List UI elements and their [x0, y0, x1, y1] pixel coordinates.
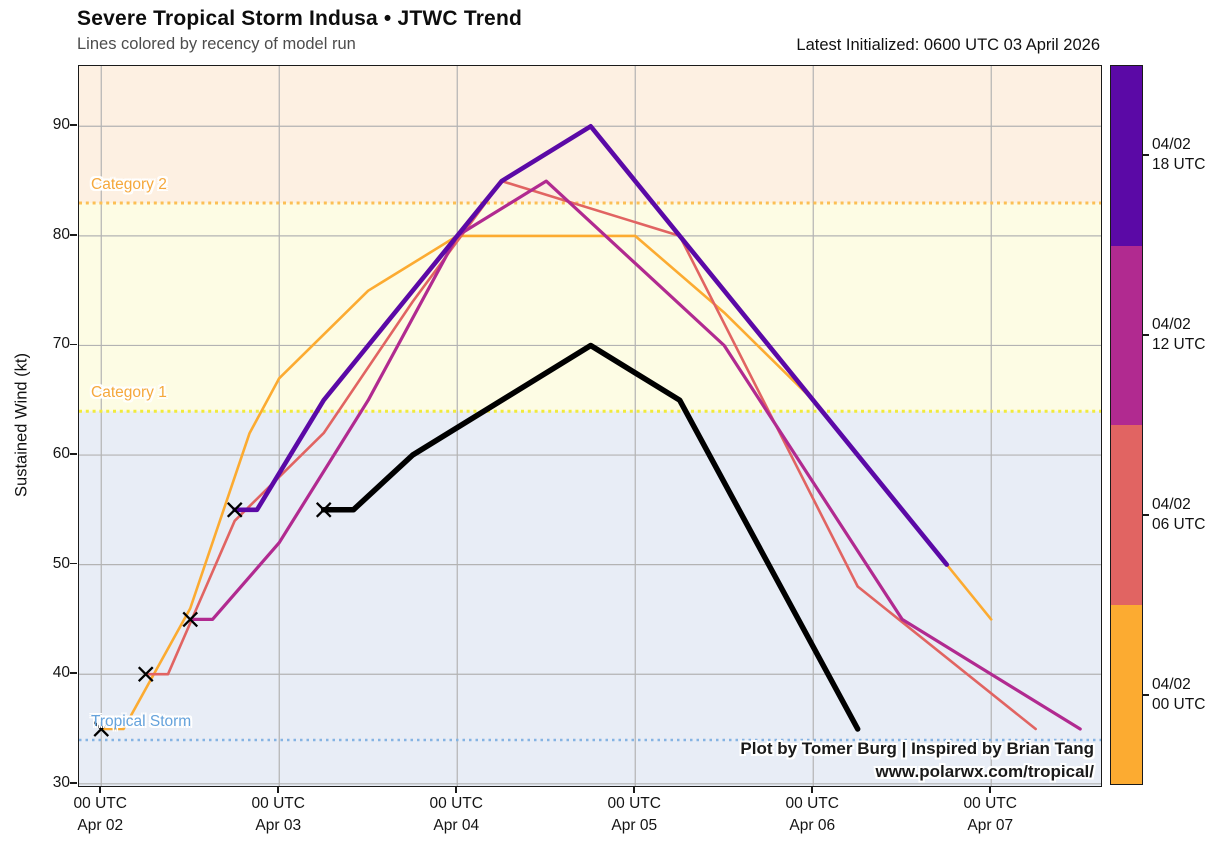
colorbar-tickmark	[1143, 694, 1149, 696]
colorbar-label-18-utc: 04/02 18 UTC	[1152, 135, 1206, 173]
colorbar-label-06-utc: 04/02 06 UTC	[1152, 495, 1206, 533]
y-axis-label: Sustained Wind (kt)	[12, 353, 31, 497]
y-tick-30: 30	[52, 773, 70, 791]
y-tick-70: 70	[52, 335, 70, 353]
x-tickmark	[633, 786, 636, 793]
chart-svg	[79, 66, 1101, 786]
colorbar-segment-18-utc	[1111, 66, 1142, 246]
x-tick-apr-03: 00 UTC Apr 03	[251, 795, 305, 835]
band-below-hurricane	[79, 411, 1101, 786]
band-category-2-plus	[79, 66, 1101, 203]
series-line	[320, 342, 861, 732]
y-tickmark	[70, 672, 77, 674]
latest-initialized-text: Latest Initialized: 0600 UTC 03 April 20…	[796, 36, 1100, 54]
y-tickmark	[70, 124, 77, 127]
attribution: Plot by Tomer Burg | Inspired by Brian T…	[740, 738, 1094, 783]
series-line	[232, 123, 950, 567]
threshold-label-category-2: Category 2	[91, 175, 167, 193]
y-tick-40: 40	[52, 664, 70, 682]
band-category-1	[79, 202, 1101, 412]
colorbar-tickmark	[1143, 154, 1149, 156]
threshold-label-category-1: Category 1	[91, 384, 167, 402]
series-line	[144, 179, 1038, 731]
y-tick-50: 50	[52, 554, 70, 572]
threshold-label-tropical-storm: Tropical Storm	[91, 712, 192, 730]
x-tick-apr-06: 00 UTC Apr 06	[785, 795, 839, 835]
init-x-marker	[137, 666, 154, 683]
plot-area: Category 2 Category 1 Tropical Storm Plot …	[78, 65, 1102, 787]
init-x-marker	[226, 502, 243, 518]
y-tickmark	[70, 234, 77, 236]
page-title: Severe Tropical Storm Indusa • JTWC Tren…	[77, 7, 522, 30]
colorbar-label-12-utc: 04/02 12 UTC	[1152, 315, 1206, 353]
y-tickmark	[70, 782, 77, 784]
x-tickmark	[811, 786, 814, 793]
x-tick-apr-02: 00 UTC Apr 02	[73, 795, 127, 835]
x-tickmark	[455, 786, 458, 793]
y-tickmark	[70, 562, 77, 565]
x-tick-apr-05: 00 UTC Apr 05	[607, 795, 661, 835]
colorbar-segment-06-utc	[1111, 425, 1142, 605]
x-tickmark	[99, 786, 102, 793]
colorbar-label-00-utc: 04/02 00 UTC	[1152, 675, 1206, 713]
colorbar-tickmark	[1143, 334, 1149, 336]
y-tick-80: 80	[52, 225, 70, 243]
y-tickmark	[70, 453, 77, 455]
y-tickmark	[70, 343, 77, 346]
model-run-colorbar	[1110, 65, 1143, 785]
init-x-marker	[182, 611, 199, 628]
colorbar-tickmark	[1143, 514, 1149, 516]
init-x-marker	[93, 721, 110, 737]
attribution-line1: Plot by Tomer Burg | Inspired by Brian T…	[740, 739, 1094, 759]
attribution-line2: www.polarwx.com/tropical/	[875, 761, 1094, 781]
y-tick-60: 60	[52, 445, 70, 463]
page-subtitle: Lines colored by recency of model run	[77, 35, 356, 53]
x-tickmark	[277, 786, 280, 793]
colorbar-segment-00-utc	[1111, 604, 1142, 784]
colorbar-segment-12-utc	[1111, 245, 1142, 425]
init-x-marker	[315, 502, 332, 518]
y-tick-90: 90	[52, 116, 70, 134]
x-tick-apr-07: 00 UTC Apr 07	[963, 795, 1017, 835]
x-tickmark	[989, 786, 992, 793]
x-tick-apr-04: 00 UTC Apr 04	[429, 795, 483, 835]
